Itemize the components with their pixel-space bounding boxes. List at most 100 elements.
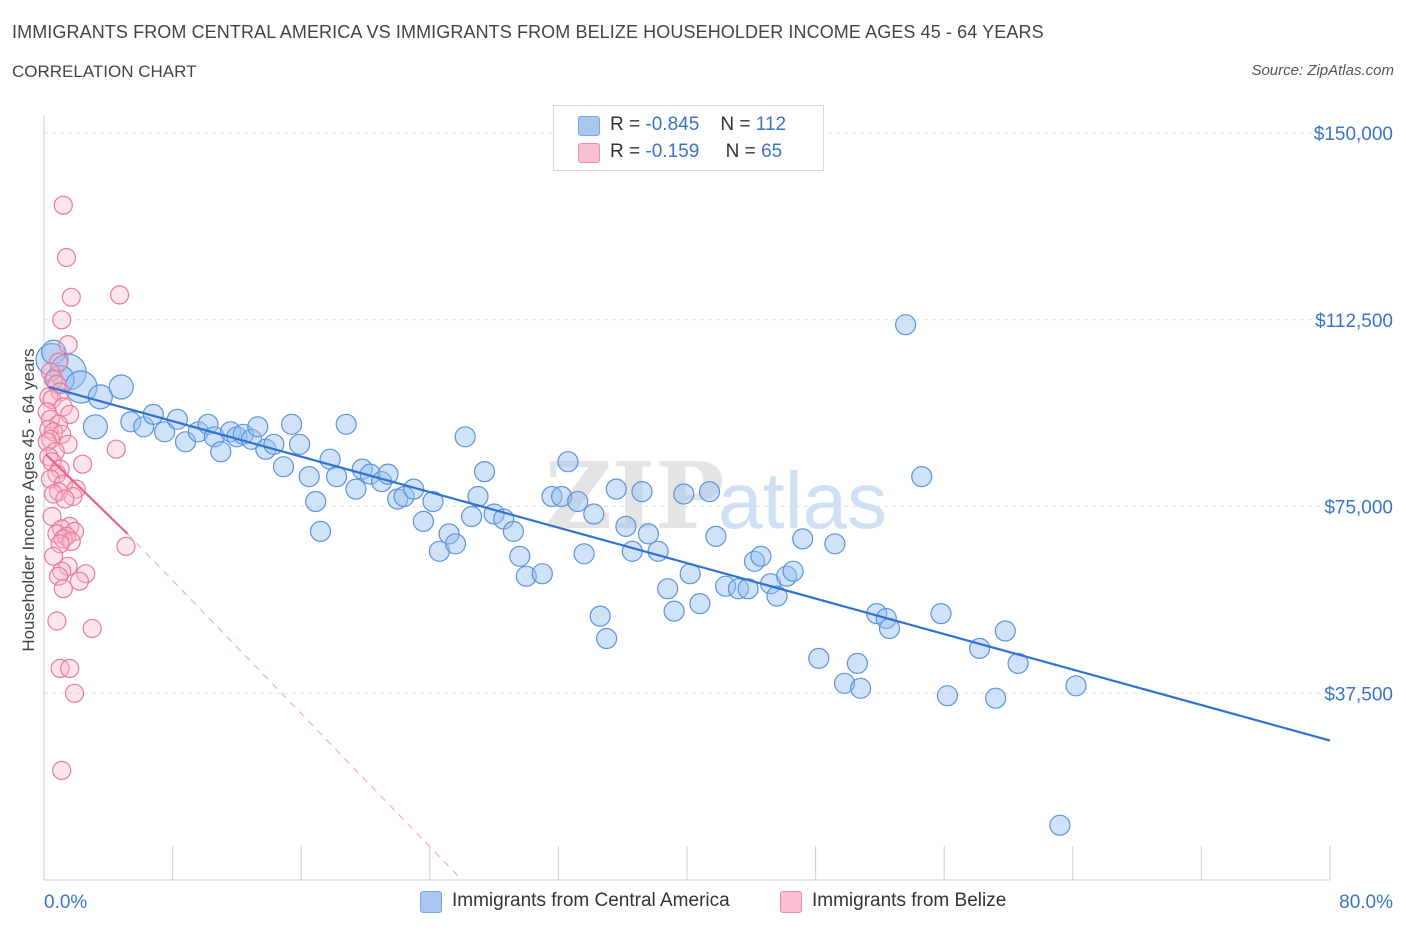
data-point <box>808 647 830 670</box>
data-point <box>894 314 917 336</box>
data-point <box>109 285 130 305</box>
data-point <box>454 426 476 448</box>
data-point <box>444 533 467 555</box>
grid-lines <box>44 132 1330 694</box>
data-point <box>595 627 618 650</box>
data-point <box>52 310 72 330</box>
legend-label-central-america: Immigrants from Central America <box>452 890 730 911</box>
x-tick-label-max: 80.0% <box>1339 892 1393 913</box>
data-point <box>53 195 73 215</box>
data-point <box>64 683 85 703</box>
data-point <box>47 611 67 631</box>
y-tick-label: $150,000 <box>1314 124 1393 145</box>
data-point <box>63 486 83 507</box>
data-point <box>1065 675 1087 697</box>
data-point <box>461 505 483 528</box>
data-point <box>42 389 62 409</box>
data-point <box>573 543 595 565</box>
data-point <box>930 602 952 625</box>
data-point <box>422 490 444 513</box>
data-point <box>1049 814 1071 836</box>
data-point <box>849 677 872 699</box>
data-point <box>689 592 711 615</box>
data-point <box>210 441 232 463</box>
r-label: R = <box>610 141 641 162</box>
data-point <box>106 439 126 459</box>
x-tick-label-min: 0.0% <box>44 892 87 913</box>
data-point <box>714 575 737 597</box>
trend-line-0 <box>48 385 1331 742</box>
data-point <box>698 481 721 503</box>
data-point <box>515 565 537 587</box>
data-point <box>35 343 69 377</box>
data-point <box>60 658 80 679</box>
data-point <box>750 545 772 567</box>
data-point <box>631 481 653 503</box>
data-point <box>48 482 69 502</box>
data-point <box>557 451 579 473</box>
data-point <box>792 528 814 550</box>
data-point <box>142 403 164 425</box>
y-tick-label: $112,500 <box>1315 311 1393 332</box>
data-point <box>56 247 77 268</box>
n-label: N = <box>720 114 751 135</box>
data-point <box>108 374 134 400</box>
legend-label-belize: Immigrants from Belize <box>812 890 1007 911</box>
data-point <box>43 484 64 504</box>
trend-extension-1 <box>127 533 463 881</box>
data-point <box>61 531 81 552</box>
n-value-belize: 65 <box>761 141 783 162</box>
data-point <box>116 536 136 556</box>
data-point <box>766 585 788 607</box>
data-point <box>412 510 434 533</box>
data-point <box>53 579 73 599</box>
watermark-atlas: atlas <box>718 456 887 545</box>
data-point <box>705 525 727 548</box>
data-point <box>289 433 311 455</box>
data-point <box>55 489 75 509</box>
data-point <box>154 421 176 443</box>
data-point <box>58 335 78 355</box>
stats-legend: R = -0.845 N = 112 R = -0.159 N = 65 <box>553 105 824 171</box>
data-point <box>166 408 188 430</box>
data-point <box>550 485 573 508</box>
data-point <box>120 411 142 433</box>
data-point <box>605 478 627 500</box>
tick-labels: $37,500 $75,000 $112,500 $150,000 0.0% 80.0% <box>44 124 1393 913</box>
y-tick-label: $75,000 <box>1324 498 1393 519</box>
chart-subtitle: CORRELATION CHART <box>12 62 197 81</box>
data-point <box>281 413 303 435</box>
stats-swatch-belize <box>578 143 600 163</box>
data-point <box>994 620 1016 642</box>
data-point <box>76 564 96 584</box>
series-belize <box>37 195 136 781</box>
trend-lines <box>44 385 1331 881</box>
data-point <box>48 352 69 372</box>
legend-swatch-central-america <box>420 891 442 913</box>
data-point <box>61 287 81 307</box>
data-point <box>663 600 685 622</box>
data-point <box>43 546 64 566</box>
watermark: ZIP atlas <box>545 442 887 550</box>
data-point <box>309 520 332 543</box>
data-point <box>403 478 425 500</box>
data-point <box>50 534 70 554</box>
r-value-central-america: -0.845 <box>645 114 700 135</box>
data-point <box>247 416 269 438</box>
data-point <box>637 523 660 545</box>
data-point <box>567 490 589 513</box>
data-point <box>824 533 846 555</box>
data-point <box>345 478 367 500</box>
data-point <box>936 685 959 707</box>
chart-title: IMMIGRANTS FROM CENTRAL AMERICA VS IMMIG… <box>12 22 1044 42</box>
data-point <box>846 652 869 675</box>
data-point <box>657 578 679 600</box>
r-value-belize: -0.159 <box>645 141 700 162</box>
data-point <box>335 413 357 435</box>
axes <box>43 115 1331 881</box>
legend-swatch-belize <box>780 891 802 913</box>
data-point <box>69 571 90 591</box>
data-point <box>911 466 933 488</box>
n-label: N = <box>725 141 756 162</box>
y-axis-label: Householder Income Ages 45 - 64 years <box>19 348 38 651</box>
